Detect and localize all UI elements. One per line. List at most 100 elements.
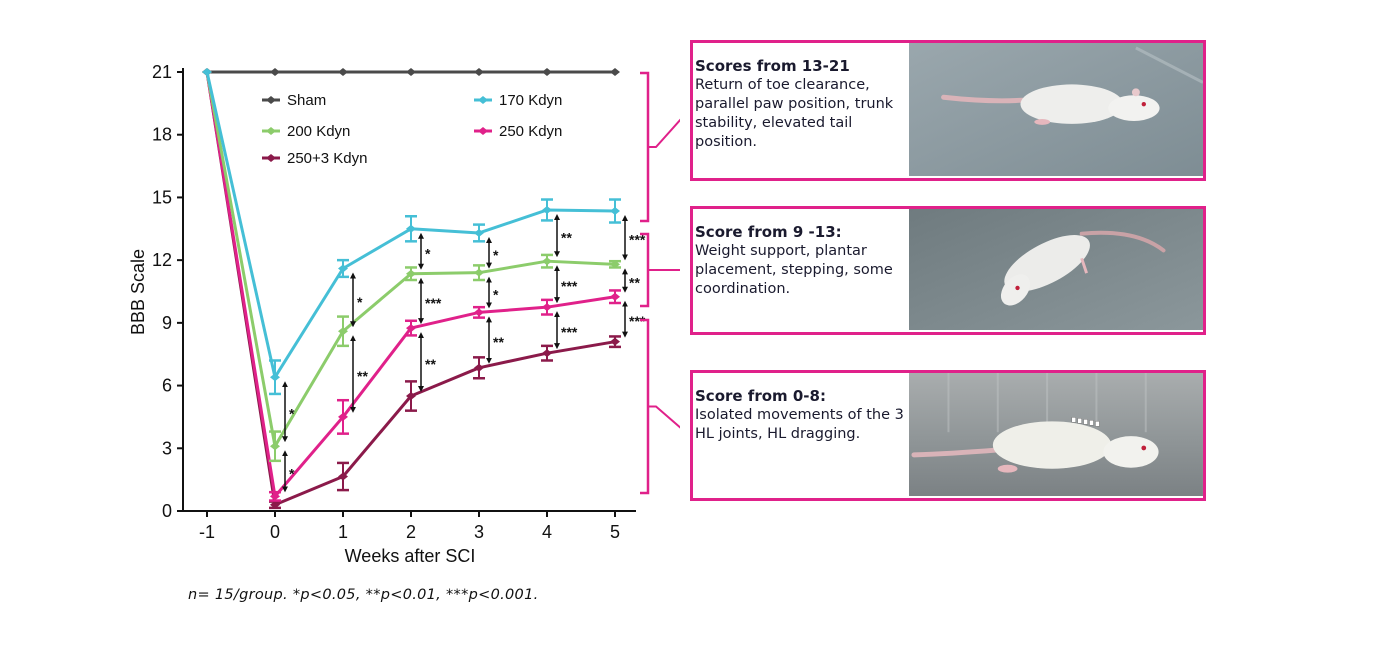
data-point-marker: [338, 412, 348, 421]
rat-stepping-photo: [909, 209, 1203, 331]
legend-label: 200 Kdyn: [287, 123, 350, 140]
statistics-caption: n= 15/group. *p<0.05, **p<0.01, ***p<0.0…: [188, 587, 539, 603]
legend-marker: [266, 96, 276, 104]
y-axis-label: BBB Scale: [128, 249, 148, 335]
significance-label: *: [425, 245, 431, 261]
legend: Sham 170 Kdyn 200 Kdyn 250 Kdyn 250+3 Kdyn: [262, 92, 562, 167]
card-body: Return of toe clearance, parallel paw po…: [695, 77, 894, 150]
x-tick-label: 1: [338, 522, 348, 542]
significance-label: *: [289, 406, 295, 422]
series-sham: [202, 68, 620, 76]
data-point-marker: [542, 349, 552, 358]
data-point-marker: [270, 492, 280, 501]
rat-dragging-photo: [909, 373, 1203, 497]
data-point-marker: [542, 303, 552, 312]
data-point-marker: [270, 500, 280, 509]
bracket-connector: [648, 118, 680, 148]
range-bracket: [640, 318, 650, 495]
significance-markers: *******************************: [282, 213, 646, 493]
data-point-marker: [406, 324, 416, 333]
significance-label: **: [561, 230, 572, 246]
significance-label: *: [493, 287, 499, 303]
x-tick-label: 2: [406, 522, 416, 542]
series-200-kdyn: [202, 68, 621, 463]
legend-marker: [266, 154, 276, 162]
data-point-marker: [338, 472, 348, 481]
significance-label: ***: [629, 232, 646, 248]
data-point-marker: [474, 68, 484, 76]
legend-item: Sham: [262, 92, 326, 109]
data-point-marker: [338, 264, 348, 273]
series-170-kdyn: [202, 68, 621, 396]
card-title: Score from 9 -13:: [695, 223, 842, 241]
data-point-marker: [542, 257, 552, 266]
data-point-marker: [270, 373, 280, 382]
x-tick-label: 4: [542, 522, 552, 542]
x-tick-label: 5: [610, 522, 620, 542]
legend-item: 200 Kdyn: [262, 123, 350, 140]
legend-label: 250 Kdyn: [499, 123, 562, 140]
data-point-marker: [542, 68, 552, 76]
y-tick-label: 9: [162, 313, 172, 333]
series-layer: [202, 68, 621, 510]
data-point-marker: [406, 224, 416, 233]
score-card-0-8: Score from 0-8: Isolated movements of the…: [690, 370, 1206, 501]
card-title: Scores from 13-21: [695, 57, 850, 75]
card-body: Weight support, plantar placement, stepp…: [695, 243, 893, 297]
data-point-marker: [474, 363, 484, 372]
y-tick-label: 15: [152, 187, 172, 207]
x-axis-label: Weeks after SCI: [345, 546, 476, 566]
data-point-marker: [610, 207, 620, 216]
y-tick-label: 18: [152, 125, 172, 145]
card-body: Isolated movements of the 3 HL joints, H…: [695, 407, 904, 442]
y-tick-label: 21: [152, 62, 172, 82]
data-point-marker: [474, 228, 484, 237]
y-tick-label: 6: [162, 376, 172, 396]
data-point-marker: [474, 308, 484, 317]
data-point-marker: [338, 327, 348, 336]
legend-label: Sham: [287, 92, 326, 109]
x-tick-label: -1: [199, 522, 215, 542]
legend-label: 250+3 Kdyn: [287, 150, 368, 167]
significance-label: ***: [561, 324, 578, 340]
legend-item: 170 Kdyn: [474, 92, 562, 109]
data-point-marker: [406, 269, 416, 278]
legend-item: 250+3 Kdyn: [262, 150, 368, 167]
data-point-marker: [270, 442, 280, 451]
data-point-marker: [338, 68, 348, 76]
significance-label: *: [493, 247, 499, 263]
data-point-marker: [202, 68, 212, 76]
data-point-marker: [610, 260, 620, 269]
significance-label: **: [493, 334, 504, 350]
x-tick-label: 0: [270, 522, 280, 542]
data-point-marker: [270, 68, 280, 76]
series-250-3-kdyn: [202, 68, 621, 510]
x-tick-label: 3: [474, 522, 484, 542]
bracket-connector: [648, 405, 680, 429]
significance-label: ***: [425, 295, 442, 311]
legend-item: 250 Kdyn: [474, 123, 562, 140]
data-point-marker: [610, 292, 620, 301]
significance-label: *: [357, 294, 363, 310]
range-brackets: [640, 71, 680, 495]
data-point-marker: [406, 392, 416, 401]
legend-label: 170 Kdyn: [499, 92, 562, 109]
y-tick-label: 3: [162, 438, 172, 458]
score-card-9-13: Score from 9 -13: Weight support, plantar…: [690, 206, 1206, 335]
significance-label: ***: [629, 313, 646, 329]
score-card-13-21: Scores from 13-21 Return of toe clearance…: [690, 40, 1206, 181]
significance-label: *: [289, 465, 295, 481]
y-tick-label: 12: [152, 250, 172, 270]
data-point-marker: [542, 205, 552, 214]
card-title: Score from 0-8:: [695, 387, 826, 405]
significance-label: **: [357, 368, 368, 384]
range-bracket: [640, 71, 650, 223]
legend-marker: [478, 96, 488, 104]
legend-marker: [266, 127, 276, 135]
significance-label: **: [629, 275, 640, 291]
legend-marker: [478, 127, 488, 135]
y-tick-label: 0: [162, 501, 172, 521]
data-point-marker: [474, 268, 484, 277]
